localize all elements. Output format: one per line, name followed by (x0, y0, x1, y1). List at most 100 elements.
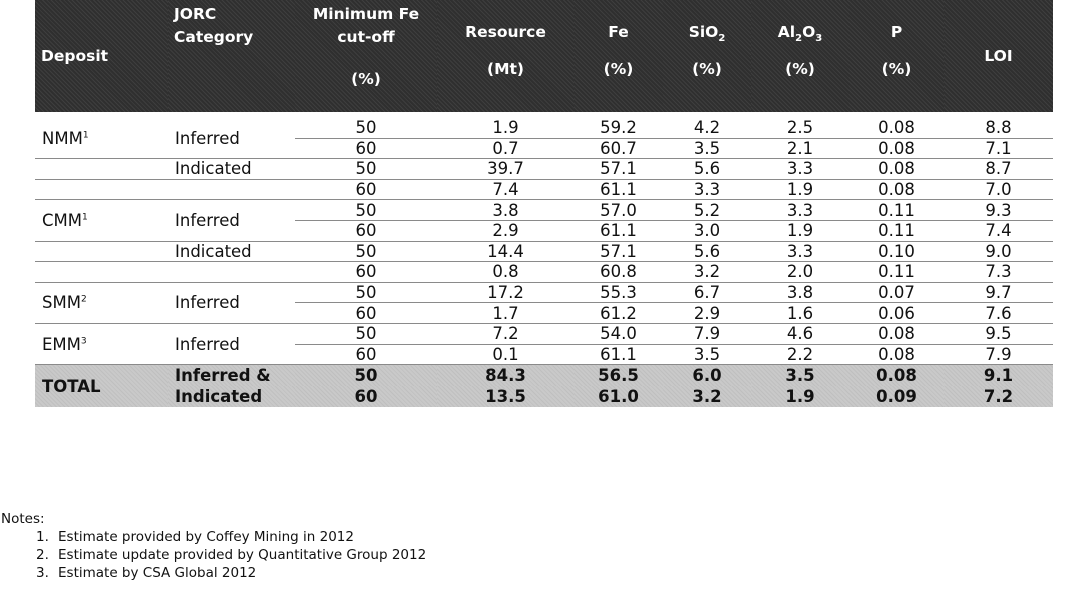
resource-cell: 1.9 (437, 118, 574, 139)
al2o3-cell: 2.0 (751, 261, 849, 283)
deposit-cell: EMM3 (35, 323, 168, 366)
loi-cell: 7.9 (944, 344, 1053, 366)
note-text: Estimate update provided by Quantitative… (58, 547, 427, 563)
header-al2o3-sub2: 3 (815, 32, 823, 44)
resource-cell: 7.4 (437, 179, 574, 201)
fe-cell: 61.1 (574, 179, 663, 201)
resource-cell: 39.7 (437, 158, 574, 180)
cutoff-cell: 60 (295, 261, 437, 283)
p-cell: 0.06 (849, 302, 944, 324)
header-sio2-label: SiO2 (663, 21, 751, 44)
total-category-line2: Indicated (168, 386, 295, 408)
cutoff-cell: 50 (295, 241, 437, 263)
cutoff-cell: 60 (295, 302, 437, 324)
note-number: 2. (36, 547, 49, 563)
table-row: 60 0.8 60.8 3.2 2.0 0.11 7.3 (35, 261, 1053, 283)
header-cutoff-line2: cut-off (337, 28, 395, 46)
loi-cell: 7.1 (944, 138, 1053, 160)
deposit-cell (35, 241, 168, 263)
total-fe: 56.5 (574, 364, 663, 387)
category-cell: Inferred (168, 323, 295, 366)
loi-cell: 8.8 (944, 118, 1053, 139)
cutoff-cell: 60 (295, 220, 437, 242)
note-number: 3. (36, 565, 49, 581)
fe-cell: 61.2 (574, 302, 663, 324)
al2o3-cell: 2.1 (751, 138, 849, 160)
sio2-cell: 5.6 (663, 241, 751, 263)
p-cell: 0.11 (849, 199, 944, 221)
deposit-footnote: 1 (82, 212, 88, 223)
header-sio2-unit: (%) (692, 60, 722, 78)
sio2-cell: 3.0 (663, 220, 751, 242)
table-row: 60 7.4 61.1 3.3 1.9 0.08 7.0 (35, 179, 1053, 201)
cutoff-cell: 50 (295, 199, 437, 221)
al2o3-cell: 1.6 (751, 302, 849, 324)
note-item: 1. Estimate provided by Coffey Mining in … (1, 528, 426, 546)
total-al2o3: 1.9 (751, 386, 849, 408)
header-p-label: P (890, 22, 903, 41)
cutoff-cell: 50 (295, 118, 437, 139)
loi-cell: 9.7 (944, 282, 1053, 304)
note-text: Estimate by CSA Global 2012 (58, 565, 257, 581)
total-loi: 7.2 (944, 386, 1053, 408)
fe-cell: 57.1 (574, 241, 663, 263)
loi-cell: 9.5 (944, 323, 1053, 345)
al2o3-cell: 3.3 (751, 158, 849, 180)
header-resource-unit: (Mt) (486, 60, 524, 78)
al2o3-cell: 3.8 (751, 282, 849, 304)
sio2-cell: 5.6 (663, 158, 751, 180)
al2o3-cell: 2.5 (751, 118, 849, 139)
category-cell: Indicated (168, 241, 295, 263)
table-row: 60 0.1 61.1 3.5 2.2 0.08 7.9 (35, 344, 1053, 366)
cutoff-cell: 60 (295, 138, 437, 160)
p-cell: 0.08 (849, 344, 944, 366)
cutoff-cell: 60 (295, 179, 437, 201)
loi-cell: 7.6 (944, 302, 1053, 324)
fe-cell: 55.3 (574, 282, 663, 304)
resource-cell: 7.2 (437, 323, 574, 345)
table-row: 60 0.7 60.7 3.5 2.1 0.08 7.1 (35, 138, 1053, 160)
notes-heading: Notes: (1, 511, 45, 527)
deposit-name: CMM (42, 210, 82, 230)
fe-cell: 60.7 (574, 138, 663, 160)
header-al2o3-sub1: 2 (795, 32, 803, 44)
deposit-name: NMM (42, 128, 83, 148)
deposit-cell (35, 261, 168, 283)
sio2-cell: 3.2 (663, 261, 751, 283)
total-p: 0.08 (849, 364, 944, 387)
total-row: Indicated 60 13.5 61.0 3.2 1.9 0.09 7.2 (35, 386, 1053, 408)
header-al2o3-b: O (802, 22, 816, 41)
table-row: Indicated 50 39.7 57.1 5.6 3.3 0.08 8.7 (35, 158, 1053, 180)
sio2-cell: 3.5 (663, 138, 751, 160)
category-cell (168, 179, 295, 201)
note-text: Estimate provided by Coffey Mining in 20… (58, 529, 354, 545)
resource-cell: 1.7 (437, 302, 574, 324)
header-sio2-main: SiO (688, 22, 719, 41)
resource-table: Deposit JORC Category Minimum Fe cut-off… (35, 0, 1053, 408)
header-fe-label: Fe (608, 22, 629, 41)
resource-cell: 0.1 (437, 344, 574, 366)
sio2-cell: 6.7 (663, 282, 751, 304)
resource-cell: 2.9 (437, 220, 574, 242)
deposit-name: EMM (42, 334, 81, 354)
header-deposit-label: Deposit (41, 47, 109, 65)
header-loi-label: LOI (984, 47, 1013, 65)
sio2-cell: 3.3 (663, 179, 751, 201)
al2o3-cell: 1.9 (751, 220, 849, 242)
sio2-cell: 5.2 (663, 199, 751, 221)
loi-cell: 9.0 (944, 241, 1053, 263)
fe-cell: 60.8 (574, 261, 663, 283)
total-loi: 9.1 (944, 364, 1053, 387)
deposit-cell: SMM2 (35, 282, 168, 324)
total-al2o3: 3.5 (751, 364, 849, 387)
header-fe: Fe (%) (574, 0, 663, 112)
sio2-cell: 3.5 (663, 344, 751, 366)
deposit-cell: CMM1 (35, 199, 168, 242)
fe-cell: 59.2 (574, 118, 663, 139)
al2o3-cell: 3.3 (751, 241, 849, 263)
resource-cell: 0.8 (437, 261, 574, 283)
total-sio2: 6.0 (663, 364, 751, 387)
total-p: 0.09 (849, 386, 944, 408)
category-cell: Inferred (168, 118, 295, 160)
deposit-footnote: 3 (80, 336, 87, 347)
